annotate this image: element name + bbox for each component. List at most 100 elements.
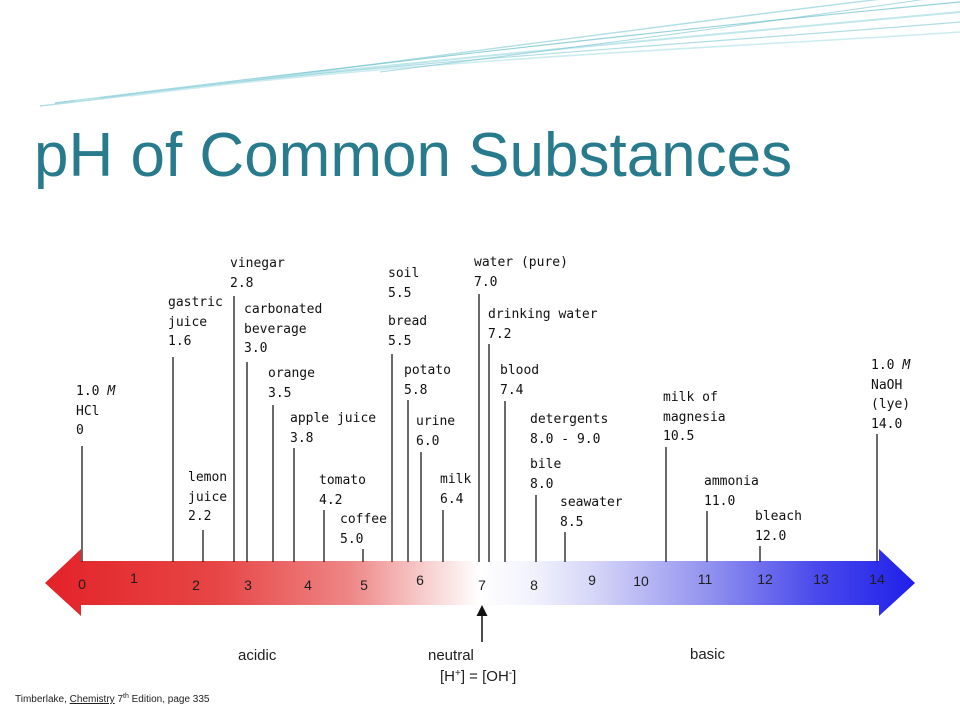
- substance-carbonated-beverage: carbonated beverage 3.0: [244, 300, 322, 359]
- substance-ph-value: 10.5: [663, 429, 695, 444]
- swoosh-line: [129, 31, 960, 97]
- concentration-line: 1.0 M: [76, 382, 115, 402]
- ph-tick-label: 1: [130, 570, 138, 586]
- substance-bile: bile 8.0: [530, 455, 561, 494]
- substance-bread: bread 5.5: [388, 312, 427, 351]
- substance-name-line: magnesia: [663, 409, 726, 425]
- substance-ph-value: 8.0: [530, 476, 554, 492]
- substance-name-line: seawater: [560, 495, 623, 510]
- substance-drinking-water: drinking water 7.2: [488, 305, 598, 344]
- ph-tick-label: 10: [633, 573, 649, 589]
- substance-ph-value: 6.0: [416, 433, 440, 449]
- ph-tick-label: 11: [697, 571, 713, 587]
- substance-ph-value: 4.2: [319, 492, 343, 508]
- substance-ph-value: 11.0: [704, 493, 736, 509]
- equation-part: ]: [512, 668, 517, 685]
- substance-ph-value: 1.6: [168, 334, 192, 349]
- substance-blood: blood 7.4: [500, 361, 539, 400]
- ph-tick-label: 14: [869, 571, 885, 587]
- substance-tomato: tomato 4.2: [319, 471, 366, 510]
- substance-ph-value: 5.8: [404, 382, 428, 398]
- substance-urine: urine 6.0: [416, 412, 455, 451]
- substance-coffee: coffee 5.0: [340, 510, 387, 549]
- neutral-pointer-arrow: [476, 605, 488, 642]
- substance-ph-value: 3.0: [244, 341, 268, 356]
- ph-tick-label: 0: [78, 576, 86, 592]
- substance-milk-of-magnesia: milk of magnesia 10.5: [663, 388, 726, 447]
- concentration-value: 1.0: [871, 358, 895, 373]
- substance-gastric-juice: gastric juice 1.6: [168, 293, 223, 352]
- substance-name-line: detergents: [530, 412, 609, 427]
- substance-name-line: beverage: [244, 321, 307, 337]
- substance-name-line: coffee: [340, 512, 387, 527]
- substance-ph-value: 14.0: [871, 416, 903, 432]
- concentration-value: 1.0: [76, 384, 100, 399]
- ph-tick-label: 7: [478, 577, 486, 593]
- ph-tick-label: 2: [192, 577, 200, 593]
- citation-book-title: Chemistry: [69, 694, 115, 705]
- substance-name-line: urine: [416, 414, 456, 429]
- substance-name-line: HCl: [76, 403, 100, 419]
- ph-tick-label: 12: [757, 571, 773, 587]
- swoosh-line: [379, 0, 923, 73]
- substance-apple-juice: apple juice 3.8: [290, 409, 376, 448]
- substance-name-line: orange: [268, 366, 315, 381]
- substance-name-line: bleach: [755, 509, 802, 524]
- substance-ph-value: 3.5: [268, 385, 292, 401]
- ph-tick-label: 6: [416, 572, 424, 588]
- equation-superscript-minus: -: [508, 668, 513, 679]
- substance-ph-value: 2.8: [230, 275, 254, 291]
- substance-ph-value: 5.5: [388, 285, 412, 301]
- substance-orange: orange 3.5: [268, 364, 315, 403]
- acidic-label: acidic: [238, 647, 277, 664]
- substance-ph-value: 5.0: [340, 531, 364, 547]
- substance-ph-value: 0: [76, 423, 84, 438]
- citation-edition-suffix: th: [123, 693, 129, 700]
- substance-name-line: bile: [530, 457, 562, 472]
- concentration-line: 1.0 M: [871, 356, 910, 376]
- substance-name-line: lemon: [188, 470, 228, 485]
- substance-name-line: tomato: [319, 473, 366, 488]
- substance-name-line: bread: [388, 314, 428, 329]
- concentration-unit: M: [107, 384, 116, 399]
- substance-name-line: blood: [500, 363, 540, 378]
- substance-water-pure: water (pure) 7.0: [474, 253, 568, 292]
- substance-name-line: ammonia: [704, 474, 759, 489]
- substance-vinegar: vinegar 2.8: [230, 254, 285, 293]
- substance-name-line: milk of: [663, 390, 718, 405]
- substance-name-line: water (pure): [474, 255, 568, 270]
- ph-scale-arrow: [45, 549, 915, 616]
- citation-edition-number: 7: [117, 694, 124, 705]
- substance-bleach: bleach 12.0: [755, 507, 802, 546]
- equation-superscript-plus: +: [455, 668, 461, 679]
- substance-detergents: detergents 8.0 - 9.0: [530, 410, 608, 449]
- substance-name-line: apple juice: [290, 411, 377, 426]
- citation-author: Timberlake,: [15, 694, 67, 705]
- substance-soil: soil 5.5: [388, 264, 419, 303]
- substance-milk: milk 6.4: [440, 470, 471, 509]
- equation-part: ] = [OH: [460, 668, 509, 685]
- substance-name-line: drinking water: [488, 307, 598, 322]
- page-title: pH of Common Substances: [34, 121, 793, 190]
- substance-lemon-juice: lemon juice 2.2: [188, 468, 227, 527]
- ph-tick-label: 3: [244, 577, 252, 593]
- substance-name-line: juice: [188, 489, 228, 505]
- substance-ph-value: 3.8: [290, 430, 314, 446]
- basic-label: basic: [690, 646, 726, 663]
- substance-name-line: potato: [404, 363, 451, 378]
- source-citation: Timberlake, Chemistry 7th Edition, page …: [15, 693, 209, 707]
- decorative-swoosh: [39, 0, 960, 107]
- ph-tick-label: 8: [530, 577, 538, 593]
- substance-ph-value: 5.5: [388, 333, 412, 349]
- neutral-label: neutral: [428, 647, 474, 664]
- substance-ammonia: ammonia 11.0: [704, 472, 759, 511]
- substance-ph-value: 7.4: [500, 382, 524, 398]
- substance-name-line: vinegar: [230, 256, 285, 271]
- substance-potato: potato 5.8: [404, 361, 451, 400]
- substance-ph-value: 8.5: [560, 514, 584, 530]
- neutral-equation: [H+] = [OH-]: [440, 668, 516, 687]
- substance-ph-value: 2.2: [188, 509, 212, 524]
- ph-tick-label: 9: [588, 572, 596, 588]
